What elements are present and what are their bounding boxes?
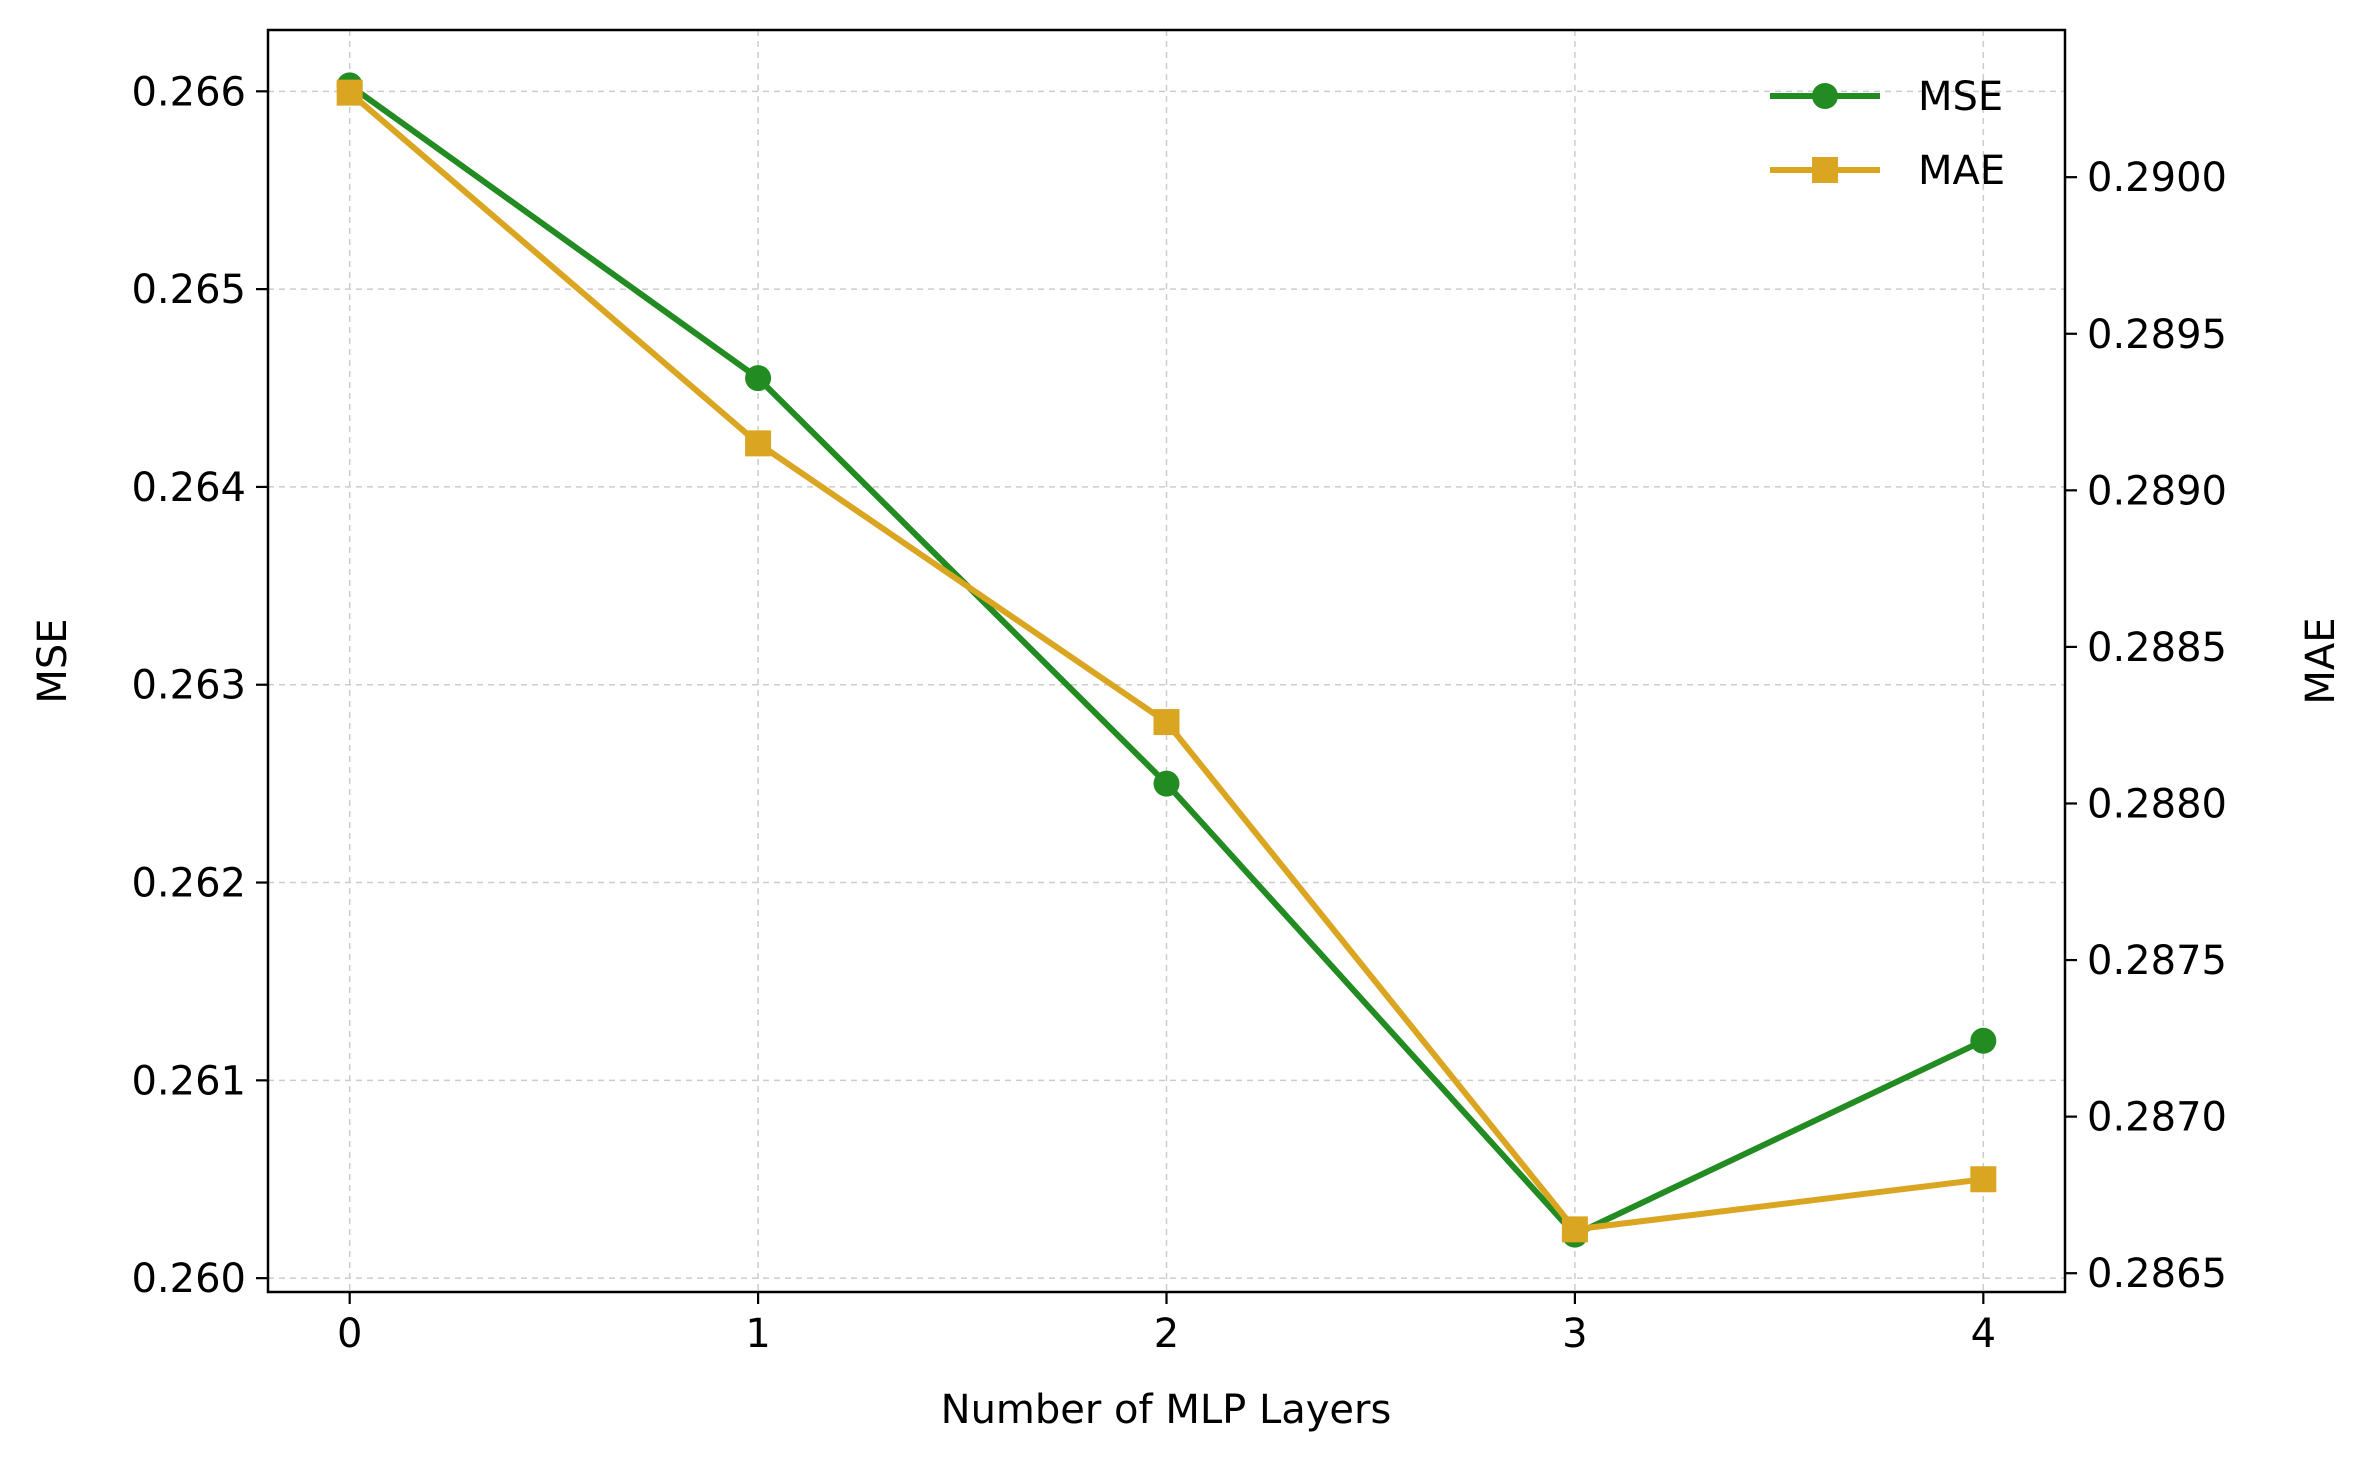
y-left-tick-label: 0.260 (131, 1256, 246, 1302)
series-mae-point (1970, 1166, 1997, 1193)
series-layer (336, 72, 1997, 1248)
legend-mse-marker (1812, 83, 1838, 109)
y-left-tick-label: 0.265 (131, 267, 246, 313)
x-tick-label: 4 (1971, 1311, 1996, 1357)
series-mse-point (745, 365, 772, 392)
legend-mae-label: MAE (1918, 148, 2005, 194)
legend-mse-label: MSE (1918, 74, 2003, 120)
x-axis-label: Number of MLP Layers (941, 1387, 1392, 1433)
series-mae-point (336, 79, 363, 106)
y-right-tick-label: 0.2895 (2087, 312, 2227, 358)
x-tick-label: 3 (1562, 1311, 1587, 1357)
y-left-tick-label: 0.261 (131, 1058, 246, 1104)
y-left-tick-label: 0.264 (131, 465, 246, 511)
y-right-tick-label: 0.2880 (2087, 781, 2227, 827)
series-mae-point (1561, 1216, 1588, 1243)
series-mse-point (1970, 1027, 1997, 1054)
x-tick-label: 2 (1154, 1311, 1179, 1357)
legend-mae-marker (1812, 157, 1838, 183)
y-left-tick-label: 0.263 (131, 663, 246, 709)
y-left-tick-label: 0.266 (131, 69, 246, 115)
y-right-tick-label: 0.2875 (2087, 938, 2227, 984)
y-axis-left: 0.260 0.261 0.262 0.263 0.264 0.265 0.266 (131, 69, 268, 1302)
y-axis-left-label: MSE (30, 618, 76, 703)
y-axis-right-label: MAE (2298, 617, 2344, 704)
series-mae-point (745, 430, 772, 457)
x-tick-label: 1 (745, 1311, 770, 1357)
y-right-tick-label: 0.2900 (2087, 155, 2227, 201)
series-mse-point (1153, 770, 1180, 797)
grid-layer (268, 30, 2065, 1292)
series-mae-point (1153, 709, 1180, 736)
y-right-tick-label: 0.2870 (2087, 1095, 2227, 1141)
legend: MSE MAE (1770, 74, 2005, 194)
y-left-tick-label: 0.262 (131, 861, 246, 907)
y-right-tick-label: 0.2865 (2087, 1251, 2227, 1297)
y-right-tick-label: 0.2885 (2087, 625, 2227, 671)
y-right-tick-label: 0.2890 (2087, 468, 2227, 514)
y-axis-right: 0.2865 0.2870 0.2875 0.2880 0.2885 0.2890 0.28… (2065, 155, 2227, 1297)
x-axis: 0 1 2 3 4 (337, 1292, 1996, 1357)
x-tick-label: 0 (337, 1311, 362, 1357)
